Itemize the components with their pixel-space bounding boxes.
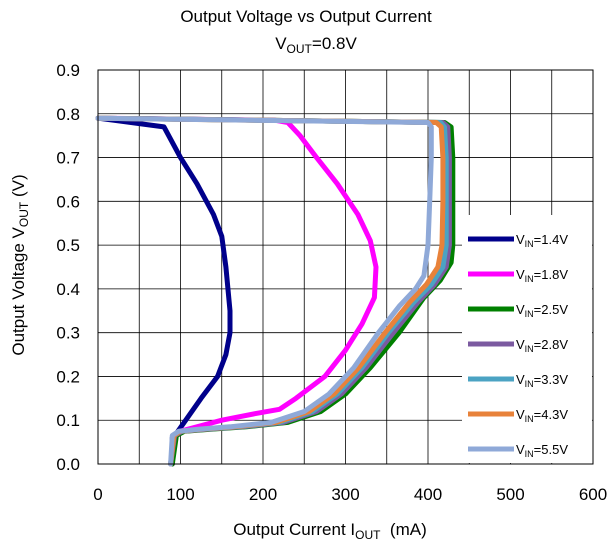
y-tick-label: 0.9 xyxy=(56,61,80,80)
legend-label-main: V xyxy=(516,372,525,387)
legend-label: VIN=1.8V xyxy=(516,267,568,284)
series-line xyxy=(95,115,379,467)
series-lines xyxy=(95,115,456,467)
y-axis-label-sub: OUT xyxy=(17,201,31,227)
legend-label-sub: IN xyxy=(525,309,534,319)
x-axis-label-main: Output Current I xyxy=(233,520,355,539)
legend-label-sub: IN xyxy=(525,379,534,389)
legend-label: VIN=2.5V xyxy=(516,302,568,319)
plot-area-frame xyxy=(97,69,594,465)
legend-label: VIN=4.3V xyxy=(516,407,568,424)
legend-label-rest: =5.5V xyxy=(534,442,569,457)
legend-label-rest: =3.3V xyxy=(534,372,569,387)
legend-label-sub: IN xyxy=(525,344,534,354)
legend-background xyxy=(462,215,592,463)
legend-label-rest: =1.8V xyxy=(534,267,569,282)
x-axis-label-rest: (mA) xyxy=(380,520,426,539)
y-tick-label: 0.3 xyxy=(56,324,80,343)
y-axis-label: Output Voltage VOUT (V) xyxy=(9,174,31,355)
x-tick-label: 0 xyxy=(93,485,102,504)
legend-label-sub: IN xyxy=(525,414,534,424)
tick-labels: 0 100 200 300 400 500 600 0.0 0.1 0.2 0.3 0.4 0.5 0.6… xyxy=(56,61,607,504)
y-tick-label: 0.1 xyxy=(56,411,80,430)
y-axis-label-rest: (V) xyxy=(9,174,28,201)
legend-label: VIN=3.3V xyxy=(516,372,568,389)
y-tick-label: 0.0 xyxy=(56,455,80,474)
y-tick-label: 0.7 xyxy=(56,149,80,168)
legend-label-rest: =2.5V xyxy=(534,302,569,317)
x-tick-label: 500 xyxy=(496,485,524,504)
series-line xyxy=(95,115,434,467)
legend-label-rest: =2.8V xyxy=(534,337,569,352)
chart-subtitle-sub: OUT xyxy=(287,42,313,56)
legend-label-main: V xyxy=(516,267,525,282)
x-axis-label-sub: OUT xyxy=(355,528,381,542)
legend-label-main: V xyxy=(516,302,525,317)
legend-label-rest: =1.4V xyxy=(534,232,569,247)
legend-label-main: V xyxy=(516,337,525,352)
x-tick-label: 400 xyxy=(414,485,442,504)
x-tick-label: 100 xyxy=(166,485,194,504)
legend-label: VIN=2.8V xyxy=(516,337,568,354)
chart-subtitle-main: V xyxy=(275,34,287,53)
y-axis-label-main: Output Voltage V xyxy=(9,226,28,355)
legend-label: VIN=5.5V xyxy=(516,442,568,459)
legend: VIN=1.4VVIN=1.8VVIN=2.5VVIN=2.8VVIN=3.3V… xyxy=(462,215,592,463)
chart-subtitle-rest: =0.8V xyxy=(312,34,358,53)
legend-label-sub: IN xyxy=(525,274,534,284)
x-tick-label: 200 xyxy=(249,485,277,504)
y-tick-label: 0.4 xyxy=(56,280,80,299)
series-line xyxy=(95,115,233,467)
legend-label-rest: =4.3V xyxy=(534,407,569,422)
x-tick-label: 600 xyxy=(579,485,607,504)
y-tick-label: 0.2 xyxy=(56,367,80,386)
chart-subtitle: VOUT=0.8V xyxy=(275,34,357,56)
x-tick-label: 300 xyxy=(331,485,359,504)
chart-title: Output Voltage vs Output Current xyxy=(180,7,432,26)
y-tick-label: 0.8 xyxy=(56,105,80,124)
y-tick-label: 0.6 xyxy=(56,192,80,211)
y-tick-label: 0.5 xyxy=(56,236,80,255)
legend-label-main: V xyxy=(516,232,525,247)
x-axis-label: Output Current IOUT (mA) xyxy=(233,520,427,542)
legend-label-sub: IN xyxy=(525,239,534,249)
legend-label-main: V xyxy=(516,407,525,422)
legend-label: VIN=1.4V xyxy=(516,232,568,249)
legend-label-main: V xyxy=(516,442,525,457)
legend-label-sub: IN xyxy=(525,449,534,459)
